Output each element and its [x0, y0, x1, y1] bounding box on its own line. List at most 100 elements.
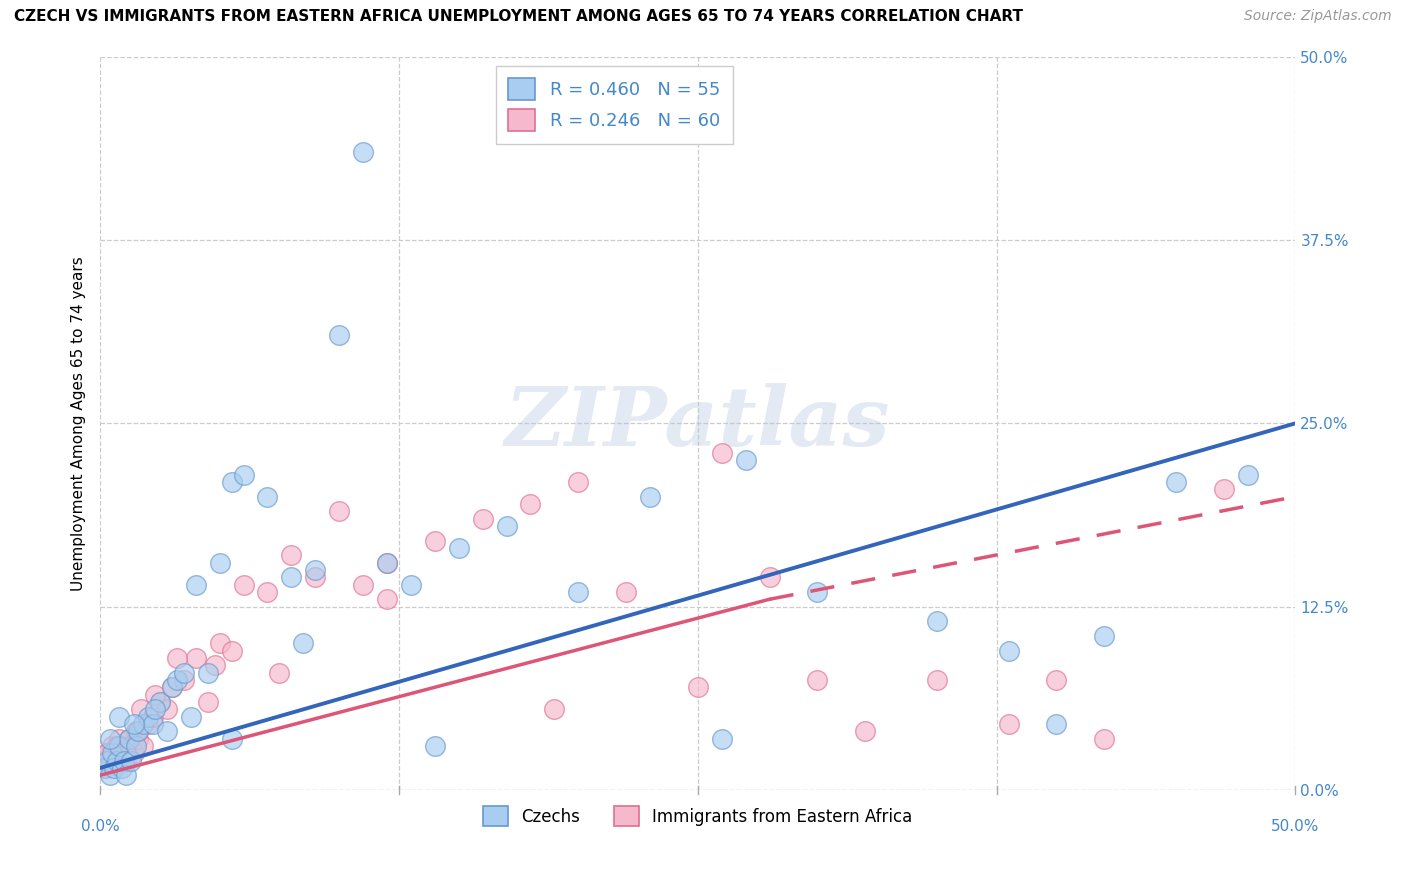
Point: [375, 556, 398, 570]
Point: [184, 651, 207, 665]
Point: [638, 490, 661, 504]
Point: [118, 731, 141, 746]
Point: [758, 570, 780, 584]
Point: [204, 658, 226, 673]
Point: [208, 636, 231, 650]
Point: [925, 615, 948, 629]
Point: [129, 702, 152, 716]
Point: [256, 585, 278, 599]
Legend: Czechs, Immigrants from Eastern Africa: Czechs, Immigrants from Eastern Africa: [477, 799, 920, 833]
Point: [118, 731, 141, 746]
Point: [1164, 475, 1187, 489]
Point: [232, 577, 254, 591]
Point: [734, 453, 756, 467]
Point: [142, 709, 165, 723]
Y-axis label: Unemployment Among Ages 65 to 74 years: Unemployment Among Ages 65 to 74 years: [72, 256, 86, 591]
Point: [127, 724, 149, 739]
Point: [180, 709, 202, 723]
Point: [304, 570, 326, 584]
Point: [375, 556, 398, 570]
Point: [447, 541, 470, 555]
Point: [614, 585, 637, 599]
Point: [143, 688, 166, 702]
Point: [399, 577, 422, 591]
Point: [352, 145, 374, 159]
Point: [136, 709, 159, 723]
Point: [710, 445, 733, 459]
Point: [471, 511, 494, 525]
Point: [567, 475, 589, 489]
Point: [1092, 629, 1115, 643]
Point: [98, 754, 121, 768]
Point: [328, 328, 350, 343]
Text: 50.0%: 50.0%: [1271, 819, 1320, 834]
Point: [221, 731, 243, 746]
Point: [156, 702, 179, 716]
Point: [495, 519, 517, 533]
Point: [997, 643, 1019, 657]
Point: [269, 665, 291, 680]
Point: [197, 665, 219, 680]
Point: [173, 673, 195, 687]
Point: [120, 739, 142, 753]
Point: [160, 680, 183, 694]
Point: [125, 739, 148, 753]
Point: [103, 761, 125, 775]
Point: [232, 467, 254, 482]
Point: [94, 761, 117, 775]
Point: [423, 533, 446, 548]
Point: [328, 504, 350, 518]
Point: [132, 717, 155, 731]
Point: [853, 724, 876, 739]
Point: [98, 768, 121, 782]
Point: [136, 717, 159, 731]
Point: [375, 592, 398, 607]
Point: [101, 739, 124, 753]
Text: 0.0%: 0.0%: [80, 819, 120, 834]
Point: [1045, 673, 1067, 687]
Point: [149, 695, 172, 709]
Point: [1092, 731, 1115, 746]
Point: [925, 673, 948, 687]
Point: [103, 746, 125, 760]
Point: [105, 739, 128, 753]
Point: [567, 585, 589, 599]
Point: [91, 754, 114, 768]
Point: [256, 490, 278, 504]
Point: [127, 731, 149, 746]
Point: [1045, 717, 1067, 731]
Point: [149, 695, 172, 709]
Point: [166, 651, 188, 665]
Point: [156, 724, 179, 739]
Point: [423, 739, 446, 753]
Point: [111, 761, 134, 775]
Point: [352, 577, 374, 591]
Point: [280, 570, 302, 584]
Point: [221, 643, 243, 657]
Point: [1212, 483, 1234, 497]
Point: [710, 731, 733, 746]
Point: [184, 577, 207, 591]
Point: [142, 717, 165, 731]
Point: [806, 673, 828, 687]
Point: [94, 761, 117, 775]
Point: [543, 702, 565, 716]
Point: [96, 746, 118, 760]
Point: [686, 680, 709, 694]
Point: [108, 739, 131, 753]
Point: [96, 746, 118, 760]
Point: [98, 731, 121, 746]
Point: [160, 680, 183, 694]
Point: [115, 746, 138, 760]
Point: [122, 717, 145, 731]
Point: [197, 695, 219, 709]
Point: [125, 724, 148, 739]
Point: [120, 754, 142, 768]
Point: [997, 717, 1019, 731]
Point: [166, 673, 188, 687]
Point: [115, 768, 138, 782]
Text: ZIPatlas: ZIPatlas: [505, 384, 890, 463]
Point: [280, 549, 302, 563]
Point: [122, 746, 145, 760]
Point: [143, 702, 166, 716]
